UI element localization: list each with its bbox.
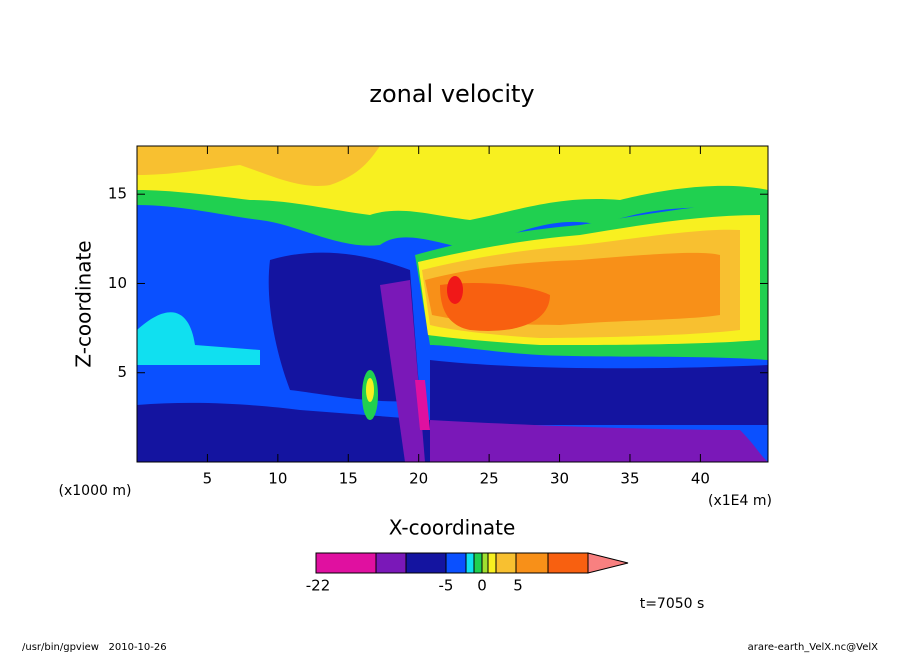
x-unit: (x1E4 m) [708,493,772,509]
x-axis-title: X-coordinate [389,516,516,540]
x-tick-label: 35 [620,470,639,488]
y-unit: (x1000 m) [59,483,132,499]
x-tick-label: 10 [268,470,287,488]
y-tick-label: 5 [117,363,127,381]
x-tick-label: 30 [550,470,569,488]
x-tick-label: 5 [203,470,213,488]
y-axis-title: Z-coordinate [72,240,96,367]
chart-title: zonal velocity [369,80,534,108]
colorbar-label: 5 [513,577,523,595]
colorbar-box [547,552,589,574]
colorbar-box [315,552,377,574]
colorbar-extension [587,552,629,574]
x-tick-label: 25 [480,470,499,488]
colorbar-label: 0 [477,577,487,595]
colorbar-box [495,552,517,574]
colorbar-box [487,552,497,574]
colorbar-box [465,552,475,574]
x-tick-label: 40 [691,470,710,488]
x-tick-label: 20 [409,470,428,488]
colorbar-box [405,552,447,574]
footer-right: arare-earth_VelX.nc@VelX [748,642,879,653]
time-label: t=7050 s [640,596,705,612]
y-tick-label: 10 [108,274,127,292]
colorbar-box [375,552,407,574]
colorbar-label: -5 [439,577,454,595]
colorbar-box [445,552,467,574]
footer-left: /usr/bin/gpview 2010-10-26 [22,642,167,653]
y-tick-label: 15 [108,185,127,203]
colorbar-box [473,552,483,574]
colorbar-box [481,552,489,574]
colorbar-label: -22 [306,577,331,595]
x-tick-label: 15 [339,470,358,488]
colorbar-box [515,552,549,574]
contour-field [137,146,768,462]
plot-frame [136,145,769,463]
